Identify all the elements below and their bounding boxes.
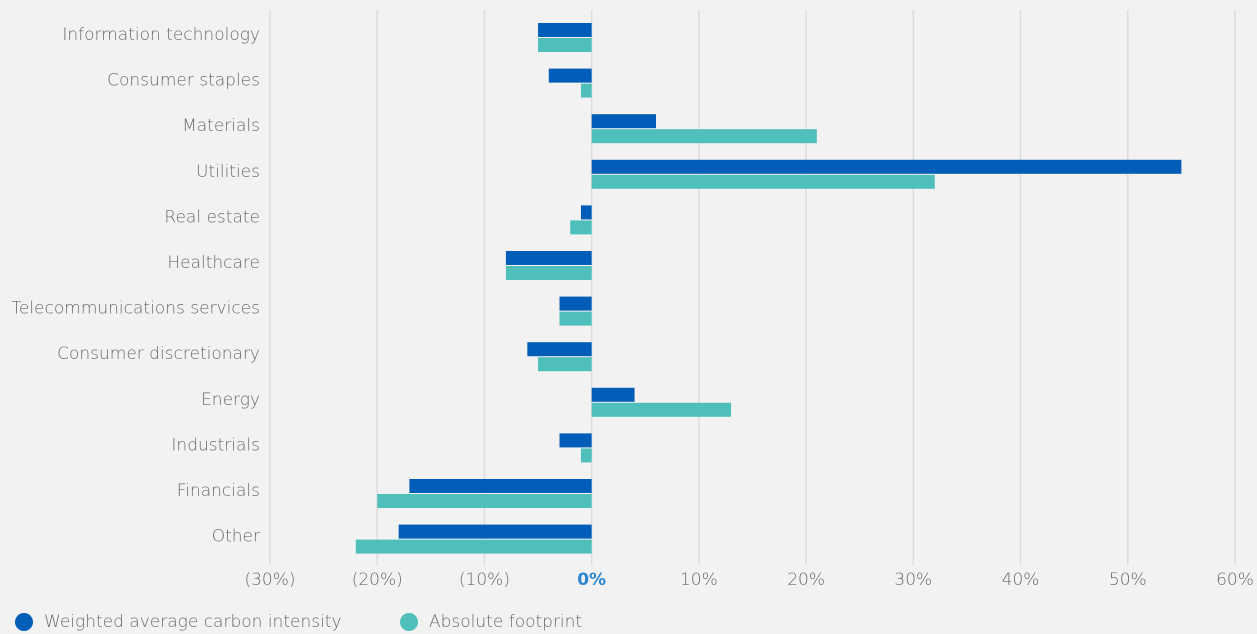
legend-marker xyxy=(15,613,33,631)
x-tick-label: 20% xyxy=(787,570,825,590)
bar xyxy=(398,524,592,539)
bar xyxy=(570,220,592,235)
category-label: Utilities xyxy=(196,162,260,182)
x-tick-label: 10% xyxy=(680,570,718,590)
bar xyxy=(591,174,935,189)
category-label: Materials xyxy=(182,116,260,136)
bar xyxy=(538,38,592,52)
bar xyxy=(548,68,592,83)
category-label: Financials xyxy=(177,481,260,501)
x-tick-label: 50% xyxy=(1109,570,1147,590)
legend-label: Absolute footprint xyxy=(429,612,582,632)
bar xyxy=(580,448,592,463)
bar xyxy=(409,479,592,493)
x-tick-label: 60% xyxy=(1216,570,1254,590)
category-label: Information technology xyxy=(62,25,260,45)
bar xyxy=(505,266,592,280)
bar xyxy=(538,357,592,372)
x-tick-label: 0% xyxy=(577,570,606,590)
bar xyxy=(559,311,592,326)
bar xyxy=(538,23,592,37)
category-label: Other xyxy=(212,527,260,547)
category-label: Energy xyxy=(201,390,260,410)
x-tick-label: (10%) xyxy=(459,570,510,590)
x-tick-label: (30%) xyxy=(244,570,295,590)
category-label: Healthcare xyxy=(167,253,260,273)
bar xyxy=(591,387,635,402)
bar xyxy=(580,205,592,220)
category-label: Industrials xyxy=(171,435,260,455)
legend-label: Weighted average carbon intensity xyxy=(44,612,342,632)
bar xyxy=(505,251,592,265)
bar xyxy=(527,342,592,357)
bar xyxy=(559,433,592,448)
category-label: Telecommunications services xyxy=(11,299,260,319)
category-label: Consumer staples xyxy=(107,71,260,91)
bar xyxy=(591,129,817,144)
bar xyxy=(580,83,592,98)
x-tick-label: (20%) xyxy=(352,570,403,590)
x-tick-label: 30% xyxy=(894,570,932,590)
x-tick-label: 40% xyxy=(1002,570,1040,590)
bar xyxy=(377,494,592,508)
category-label: Real estate xyxy=(164,207,260,227)
category-label: Consumer discretionary xyxy=(57,344,260,364)
bar xyxy=(591,114,656,129)
bar xyxy=(355,539,592,554)
bar xyxy=(591,402,732,417)
legend-marker xyxy=(400,613,418,631)
bar xyxy=(559,296,592,311)
bar xyxy=(591,159,1182,174)
